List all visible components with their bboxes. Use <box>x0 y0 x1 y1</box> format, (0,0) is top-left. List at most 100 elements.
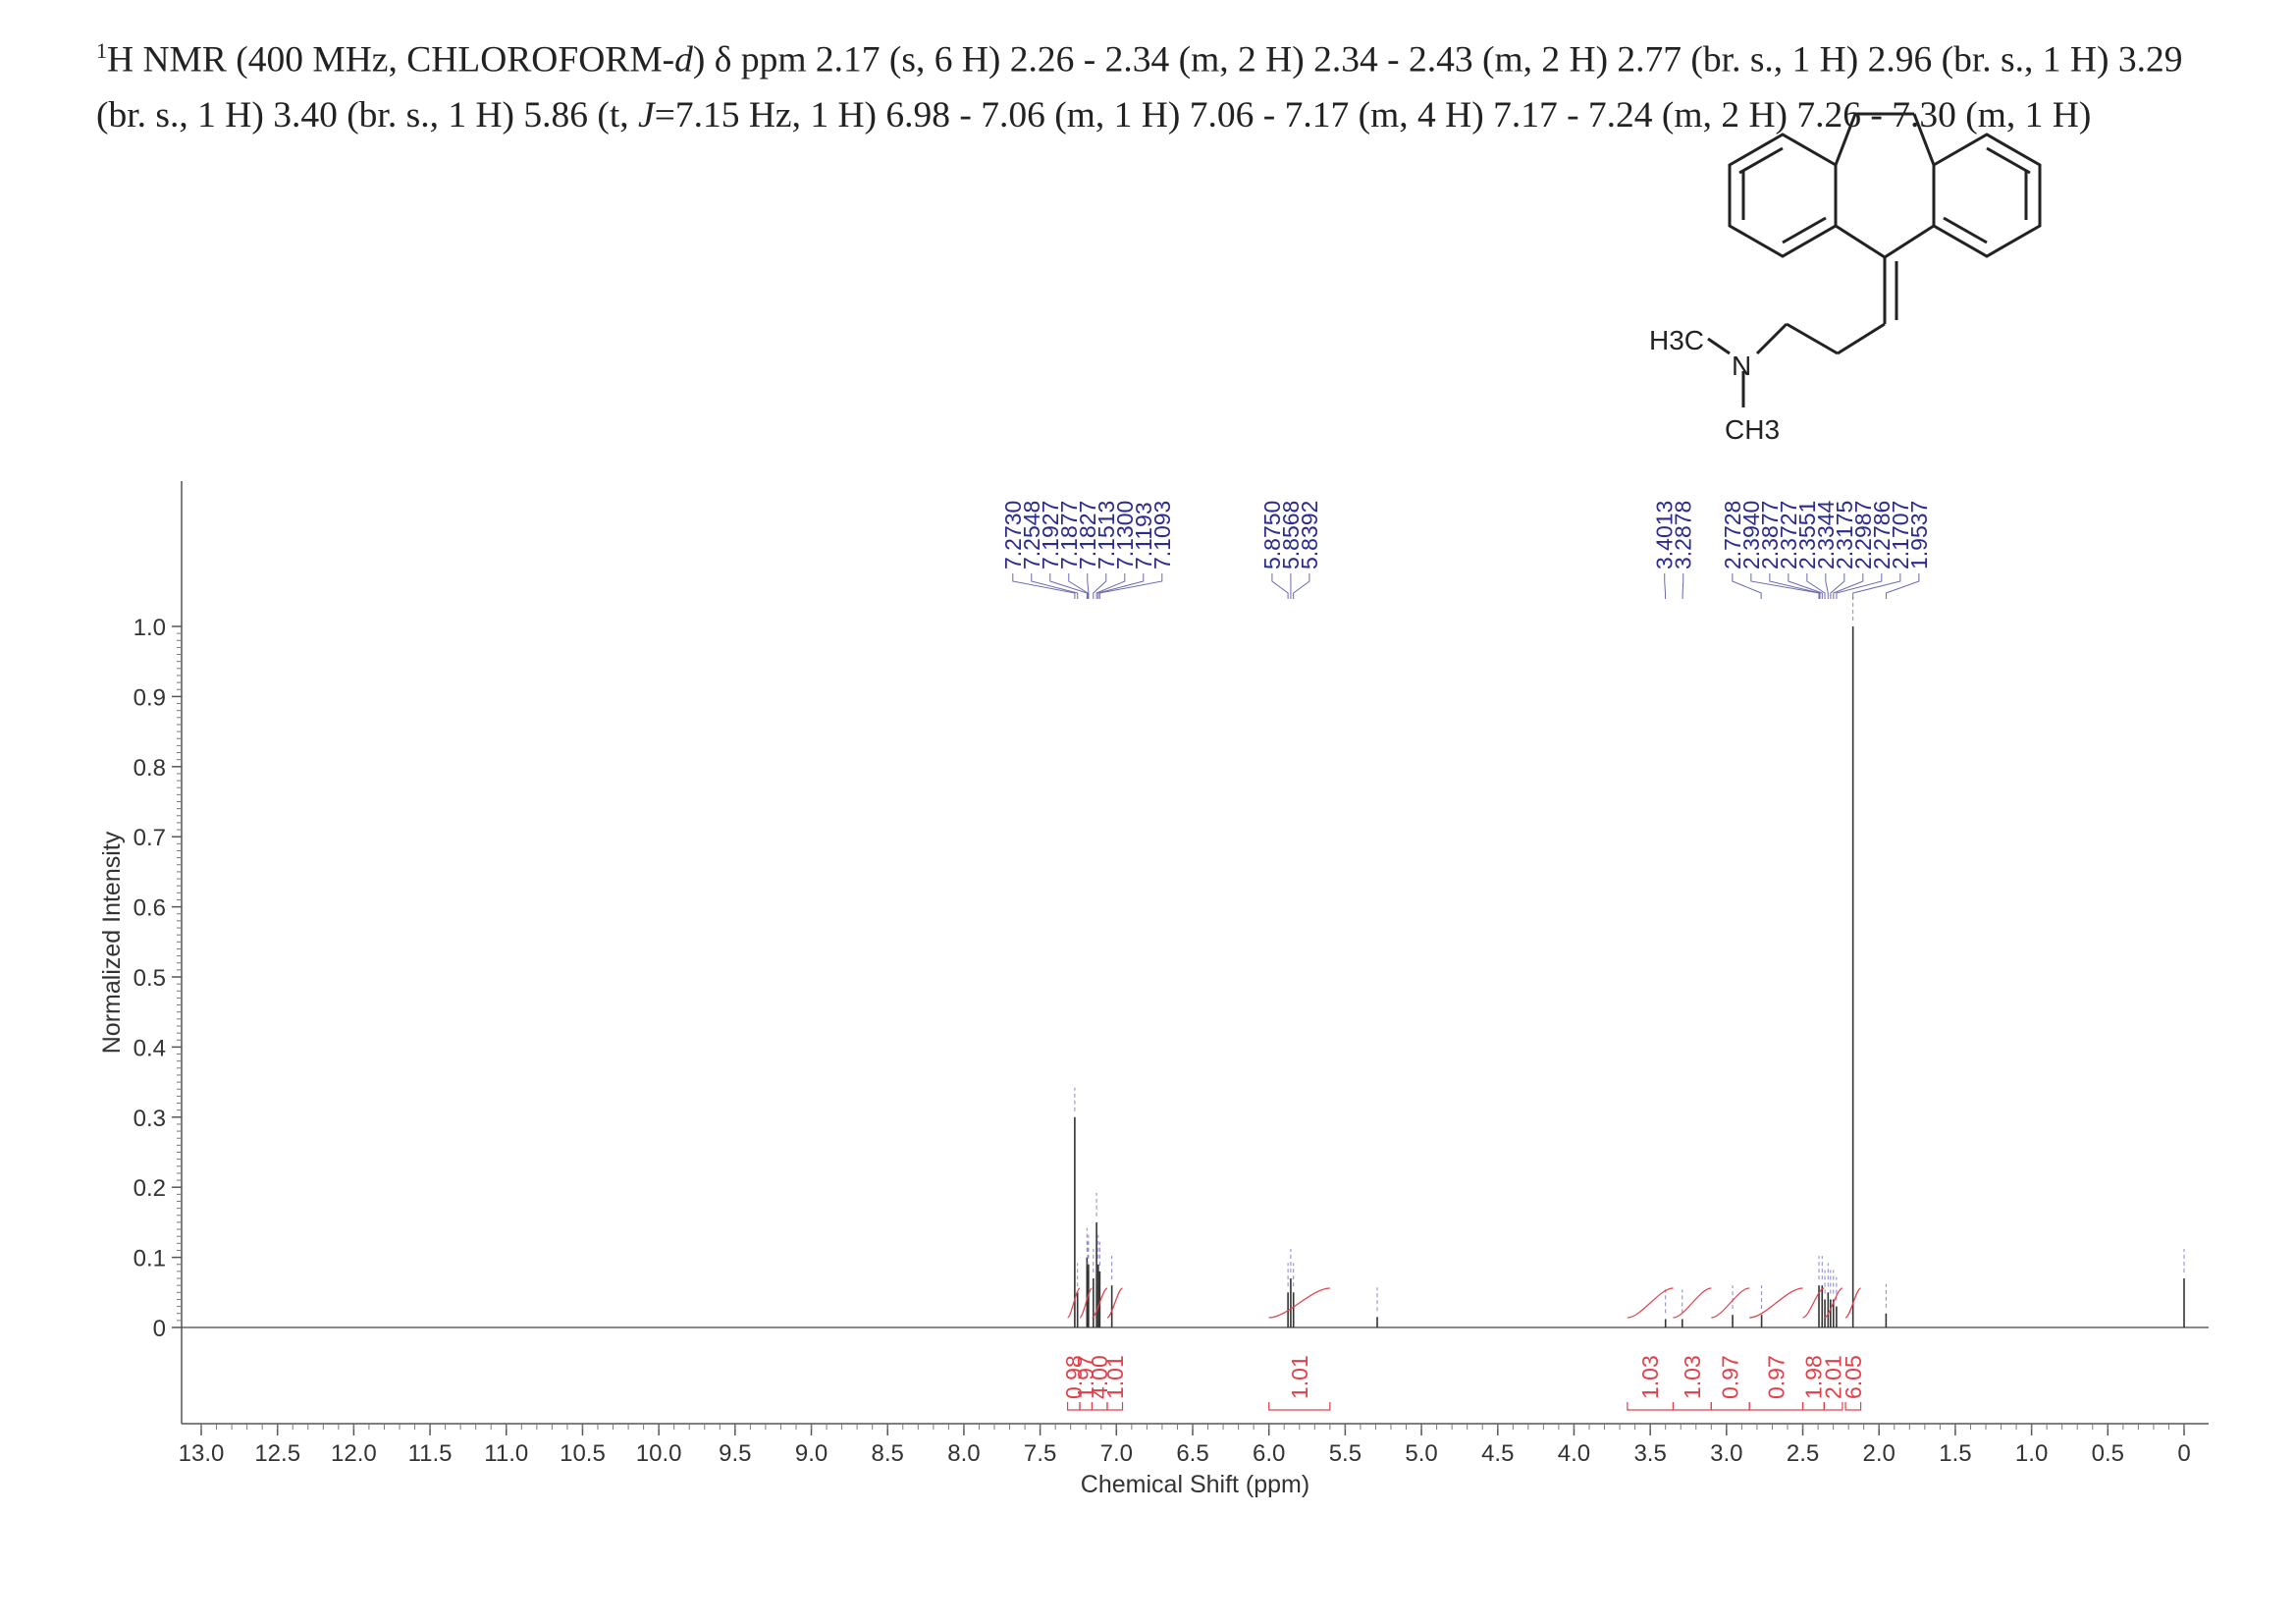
integration-value: 1.98 <box>1800 1355 1826 1399</box>
x-tick-label: 6.0 <box>1253 1440 1285 1467</box>
peak-shift-label: 7.1093 <box>1149 501 1175 569</box>
integration-bracket <box>1079 1402 1094 1411</box>
x-tick-label: 0 <box>2177 1440 2190 1467</box>
x-tick-label: 0.5 <box>2092 1440 2124 1467</box>
x-tick-label: 11.0 <box>484 1440 528 1467</box>
integration-curve <box>1627 1287 1674 1319</box>
isotope-superscript: 1 <box>96 38 107 63</box>
integration-value: 2.01 <box>1821 1355 1846 1399</box>
peak-shift-label: 7.1193 <box>1131 502 1156 569</box>
integration-bracket <box>1106 1402 1124 1411</box>
peak-shift-label: 7.2730 <box>1000 501 1026 569</box>
integration-value: 1.03 <box>1637 1355 1663 1399</box>
x-tick-label: 5.0 <box>1405 1440 1437 1467</box>
header-j-symbol: J <box>638 94 655 135</box>
peak-shift-label: 1.9537 <box>1906 501 1932 569</box>
integration-bracket <box>1672 1402 1712 1411</box>
x-tick-label: 8.5 <box>872 1440 904 1467</box>
y-axis-label: Normalized Intensity <box>98 831 126 1054</box>
y-tick-label: 0.3 <box>133 1106 166 1132</box>
x-tick-label: 6.5 <box>1176 1440 1208 1467</box>
x-tick-label: 10.0 <box>636 1440 682 1467</box>
peak-label-leader <box>1769 573 1821 599</box>
integration-bracket <box>1627 1402 1675 1411</box>
header-shifts-tail: =7.15 Hz, 1 H) 6.98 - 7.06 (m, 1 H) 7.06… <box>654 94 2092 135</box>
header-solvent-d: d <box>674 39 693 81</box>
x-tick-label: 9.5 <box>719 1440 751 1467</box>
y-tick-label: 0.6 <box>133 895 166 922</box>
peak-label-leader <box>1836 573 1883 599</box>
peak-shift-label: 7.1513 <box>1094 501 1119 569</box>
x-axis-label: Chemical Shift (ppm) <box>1081 1471 1309 1498</box>
y-tick-label: 0.2 <box>133 1175 166 1202</box>
x-tick-label: 3.5 <box>1633 1440 1666 1467</box>
peak-label-leader <box>1750 573 1820 599</box>
integration-bracket <box>1823 1402 1843 1411</box>
peak-label-leader <box>1068 573 1089 599</box>
x-tick-label: 3.0 <box>1710 1440 1742 1467</box>
peak-label-leader <box>1293 573 1310 599</box>
integration-curve <box>1092 1287 1108 1319</box>
peak-label-leader <box>1830 573 1845 599</box>
peak-label-leader <box>1682 573 1684 599</box>
peak-shift-label: 2.3175 <box>1832 501 1857 569</box>
header-nucleus: H NMR (400 MHz, CHLOROFORM- <box>107 39 675 81</box>
x-tick-label: 13.0 <box>179 1440 225 1467</box>
nitrogen-label: N <box>1732 351 1751 381</box>
peak-label-leader <box>1098 573 1163 599</box>
peak-label-leader <box>1093 573 1107 599</box>
x-tick-label: 12.0 <box>331 1440 377 1467</box>
integration-curve <box>1066 1287 1081 1319</box>
peak-label-leader <box>1825 573 1829 599</box>
y-tick-label: 0.8 <box>133 755 166 782</box>
peak-label-leader <box>1087 573 1090 599</box>
methyl-label-top: H3C <box>1649 325 1704 355</box>
plot-area: 00.10.20.30.40.50.60.70.80.91.013.0 12.5 1… <box>98 481 2209 1498</box>
x-tick-label: 1.5 <box>1939 1440 1971 1467</box>
integration-curve <box>1844 1287 1861 1319</box>
integration-bracket <box>1091 1402 1108 1411</box>
integration-bracket <box>1066 1402 1081 1411</box>
integration-curve <box>1673 1287 1712 1319</box>
y-tick-label: 1.0 <box>133 615 166 641</box>
peak-shift-label: 7.2548 <box>1019 501 1044 569</box>
peak-label-leader <box>1806 573 1826 599</box>
integration-value: 0.98 <box>1061 1355 1087 1399</box>
peak-shift-label: 2.3877 <box>1757 501 1783 569</box>
x-tick-label: 8.0 <box>947 1440 980 1467</box>
x-tick-label: 10.5 <box>560 1440 606 1467</box>
y-tick-label: 0.9 <box>133 684 166 711</box>
peak-shift-label: 2.7728 <box>1720 501 1745 569</box>
peak-label-leader <box>1664 573 1666 599</box>
integration-bracket <box>1710 1402 1750 1411</box>
molecule-structure <box>1707 112 2042 407</box>
integration-value: 4.00 <box>1087 1355 1112 1399</box>
integration-value: 1.03 <box>1680 1355 1705 1399</box>
x-tick-label: 2.5 <box>1787 1440 1819 1467</box>
peak-shift-label: 2.3727 <box>1776 501 1801 569</box>
integration-value: 0.97 <box>1718 1355 1743 1399</box>
integration-bracket <box>1748 1402 1804 1411</box>
right-benzene-ring <box>1932 133 2042 258</box>
integration-bracket <box>1844 1402 1862 1411</box>
peak-shift-label: 7.1300 <box>1112 501 1138 569</box>
peak-label-leader <box>1031 573 1079 599</box>
peak-label-leader <box>1788 573 1823 599</box>
peak-shift-label: 2.3344 <box>1813 500 1839 569</box>
peak-label-leader <box>1095 573 1126 599</box>
peak-label-leader <box>1271 573 1289 599</box>
peak-shift-label: 2.3551 <box>1794 501 1820 569</box>
peak-label-leader <box>1012 573 1076 599</box>
integration-value: 1.97 <box>1073 1355 1098 1399</box>
peak-label-leader <box>1852 573 1901 599</box>
integration-curve <box>1749 1287 1803 1319</box>
x-tick-label: 4.0 <box>1558 1440 1590 1467</box>
peak-shift-label: 5.8392 <box>1297 501 1322 569</box>
left-benzene-ring <box>1728 133 1838 258</box>
x-tick-label: 7.0 <box>1100 1440 1133 1467</box>
y-tick-label: 0.4 <box>133 1035 166 1061</box>
integration-curve <box>1711 1287 1750 1319</box>
peak-shift-label: 2.2786 <box>1869 501 1895 569</box>
peak-shift-label: 3.2878 <box>1671 501 1696 569</box>
